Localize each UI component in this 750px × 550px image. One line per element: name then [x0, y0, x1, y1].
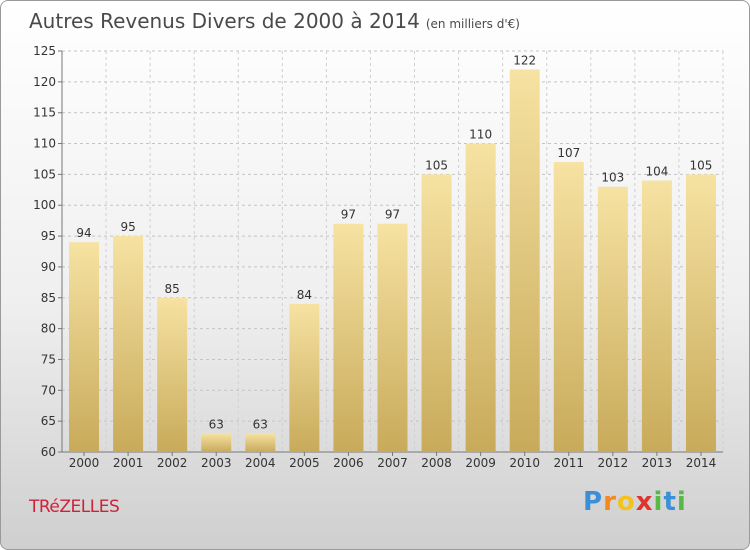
- x-tick-label-2012: 2012: [598, 456, 629, 470]
- bar-2006: [333, 223, 364, 452]
- chart-title: Autres Revenus Divers de 2000 à 2014 (en …: [29, 9, 520, 33]
- data-label-2014: 105: [690, 158, 713, 172]
- y-tick-label: 95: [41, 229, 56, 243]
- data-label-2007: 97: [385, 208, 400, 222]
- y-tick-label: 120: [33, 75, 56, 89]
- x-tick-label-2007: 2007: [377, 456, 408, 470]
- x-tick-label-2009: 2009: [465, 456, 496, 470]
- bar-2011: [553, 162, 584, 453]
- y-tick-label: 65: [41, 414, 56, 428]
- bar-2013: [641, 180, 672, 453]
- bar-2008: [421, 174, 452, 452]
- bar-2000: [69, 242, 100, 452]
- bars: [69, 69, 716, 453]
- place-name: TRéZELLES: [29, 497, 120, 517]
- data-label-2011: 107: [557, 146, 580, 160]
- data-labels: 94 95 85 63 63 84 97 97 105 110 122 107 103 104 105: [76, 54, 712, 432]
- y-tick-label: 85: [41, 291, 56, 305]
- axes: 60 65 70 75 80 85 90 95 100 105 110 115 120 125 2000 20…: [33, 44, 723, 470]
- x-tick-label-2006: 2006: [333, 456, 364, 470]
- x-tick-label-2005: 2005: [289, 456, 320, 470]
- data-label-2006: 97: [341, 208, 356, 222]
- bar-2012: [597, 186, 628, 452]
- chart-subtitle: (en milliers d'€): [425, 17, 520, 31]
- y-tick-label: 105: [33, 167, 56, 181]
- bar-2009: [465, 143, 496, 453]
- x-tick-label-2000: 2000: [69, 456, 100, 470]
- bar-2005: [289, 303, 320, 452]
- bar-2001: [113, 236, 144, 452]
- data-label-2001: 95: [120, 220, 135, 234]
- data-label-2003: 63: [209, 417, 224, 431]
- data-label-2009: 110: [469, 128, 492, 142]
- data-label-2000: 94: [76, 226, 91, 240]
- data-label-2012: 103: [601, 171, 624, 185]
- y-tick-label: 100: [33, 198, 56, 212]
- data-label-2013: 104: [645, 165, 668, 179]
- data-label-2005: 84: [297, 288, 312, 302]
- y-tick-label: 70: [41, 383, 56, 397]
- x-tick-label-2014: 2014: [686, 456, 717, 470]
- x-tick-label-2011: 2011: [553, 456, 584, 470]
- bar-2004: [245, 433, 276, 452]
- y-tick-label: 75: [41, 352, 56, 366]
- y-tick-label: 115: [33, 106, 56, 120]
- y-tick-label: 110: [33, 137, 56, 151]
- y-tick-label: 80: [41, 322, 56, 336]
- bar-2014: [685, 174, 716, 452]
- bar-2003: [201, 433, 232, 452]
- data-label-2004: 63: [253, 417, 268, 431]
- proxiti-logo: Proxiti: [583, 487, 687, 517]
- x-tick-label-2002: 2002: [157, 456, 188, 470]
- x-tick-label-2013: 2013: [642, 456, 673, 470]
- y-tick-label: 60: [41, 445, 56, 459]
- x-tick-label-2008: 2008: [421, 456, 452, 470]
- bar-2007: [377, 223, 408, 452]
- y-tick-label: 90: [41, 260, 56, 274]
- data-label-2002: 85: [165, 282, 180, 296]
- chart-title-text: Autres Revenus Divers de 2000 à 2014: [29, 9, 420, 33]
- x-tick-label-2004: 2004: [245, 456, 276, 470]
- x-tick-label-2003: 2003: [201, 456, 232, 470]
- bar-2010: [509, 69, 540, 452]
- y-tick-label: 125: [33, 44, 56, 58]
- data-label-2010: 122: [513, 54, 536, 68]
- x-tick-label-2010: 2010: [509, 456, 540, 470]
- x-tick-label-2001: 2001: [113, 456, 144, 470]
- data-label-2008: 105: [425, 158, 448, 172]
- bar-2002: [157, 297, 188, 452]
